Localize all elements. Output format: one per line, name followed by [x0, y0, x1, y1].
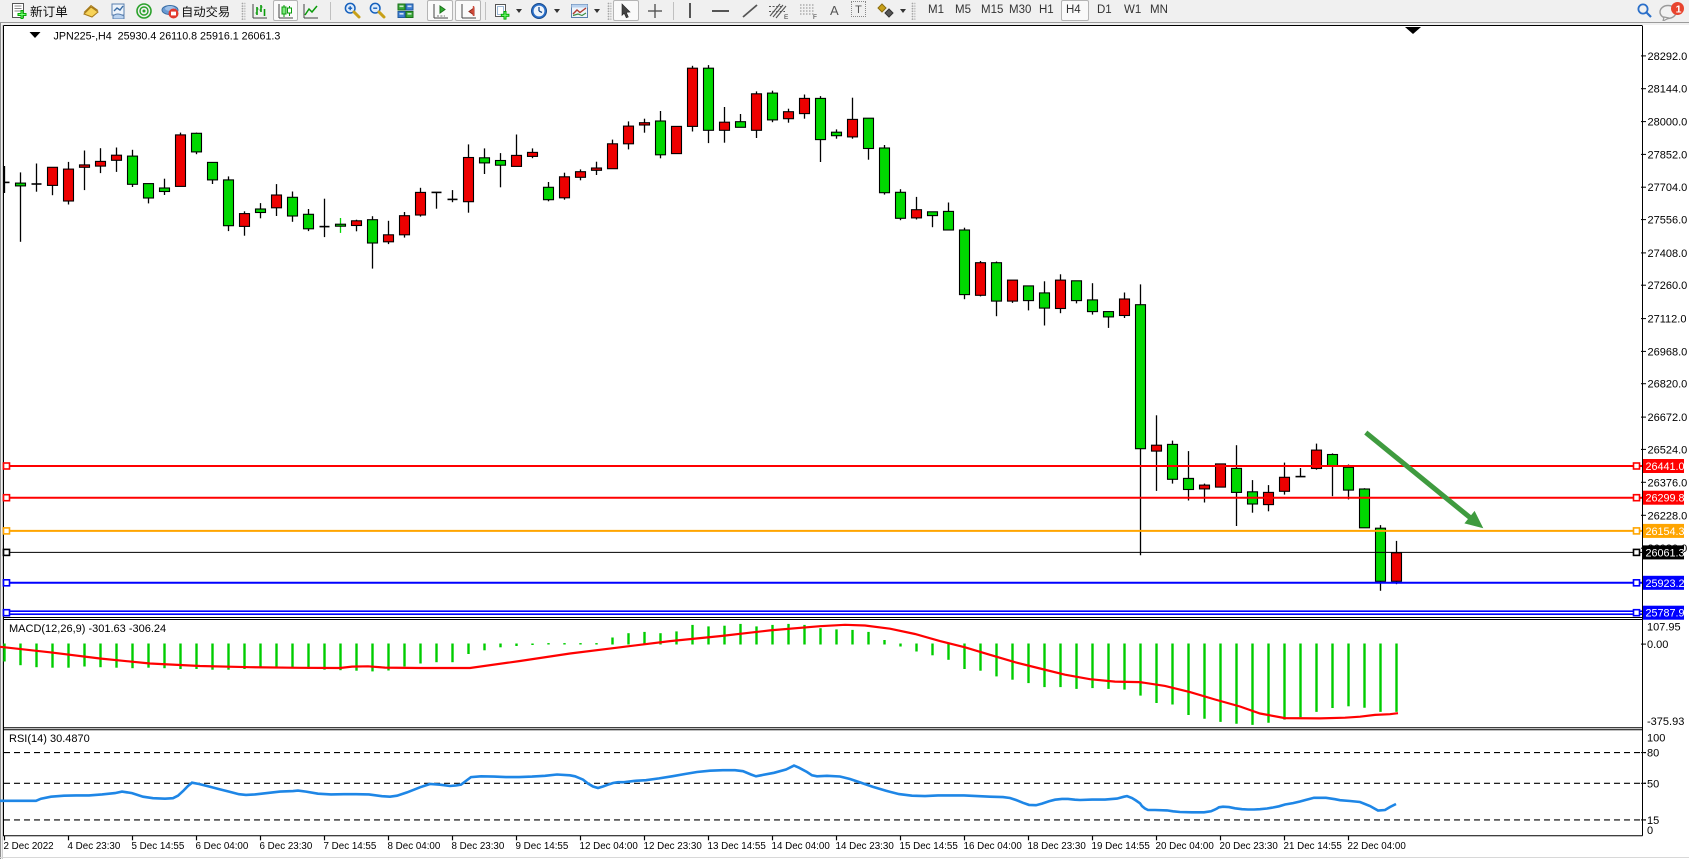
svg-text:19 Dec 14:55: 19 Dec 14:55 [1092, 841, 1151, 852]
svg-text:12 Dec 23:30: 12 Dec 23:30 [644, 841, 703, 852]
svg-text:RSI(14) 30.4870: RSI(14) 30.4870 [9, 733, 90, 745]
svg-text:2 Dec 2022: 2 Dec 2022 [4, 841, 54, 852]
svg-text:0: 0 [1647, 825, 1653, 837]
svg-text:8 Dec 04:00: 8 Dec 04:00 [388, 841, 441, 852]
svg-text:25787.9: 25787.9 [1646, 608, 1685, 620]
svg-text:50: 50 [1647, 778, 1659, 790]
svg-text:6 Dec 04:00: 6 Dec 04:00 [196, 841, 249, 852]
svg-text:26968.0: 26968.0 [1648, 346, 1688, 358]
svg-text:28144.0: 28144.0 [1648, 84, 1688, 96]
svg-text:F: F [813, 14, 817, 20]
svg-text:27852.0: 27852.0 [1648, 149, 1688, 161]
svg-text:80: 80 [1647, 748, 1659, 760]
svg-text:5 Dec 14:55: 5 Dec 14:55 [132, 841, 185, 852]
svg-text:21 Dec 14:55: 21 Dec 14:55 [1284, 841, 1343, 852]
svg-text:E: E [784, 14, 789, 20]
svg-text:-375.93: -375.93 [1647, 716, 1684, 728]
svg-text:15: 15 [1647, 815, 1659, 827]
svg-text:26820.0: 26820.0 [1648, 379, 1688, 391]
svg-text:6 Dec 23:30: 6 Dec 23:30 [260, 841, 313, 852]
svg-text:20 Dec 23:30: 20 Dec 23:30 [1220, 841, 1279, 852]
svg-text:26441.0: 26441.0 [1646, 461, 1685, 473]
svg-text:20 Dec 04:00: 20 Dec 04:00 [1156, 841, 1215, 852]
svg-text:1: 1 [1676, 4, 1682, 16]
svg-text:27556.0: 27556.0 [1648, 215, 1688, 227]
svg-text:26299.8: 26299.8 [1646, 493, 1685, 505]
svg-text:4 Dec 23:30: 4 Dec 23:30 [68, 841, 121, 852]
svg-text:26228.0: 26228.0 [1648, 510, 1688, 522]
svg-text:22 Dec 04:00: 22 Dec 04:00 [1348, 841, 1407, 852]
svg-text:26524.0: 26524.0 [1648, 444, 1688, 456]
svg-text:9 Dec 14:55: 9 Dec 14:55 [516, 841, 569, 852]
svg-text:27260.0: 27260.0 [1648, 280, 1688, 292]
svg-text:18 Dec 23:30: 18 Dec 23:30 [1028, 841, 1087, 852]
svg-text:13 Dec 14:55: 13 Dec 14:55 [708, 841, 767, 852]
svg-text:14 Dec 04:00: 14 Dec 04:00 [772, 841, 831, 852]
svg-text:107.95: 107.95 [1647, 622, 1681, 634]
svg-text:28000.0: 28000.0 [1648, 117, 1688, 129]
svg-text:12 Dec 04:00: 12 Dec 04:00 [580, 841, 639, 852]
svg-text:14 Dec 23:30: 14 Dec 23:30 [836, 841, 895, 852]
svg-text:26154.3: 26154.3 [1646, 526, 1685, 538]
svg-text:15 Dec 14:55: 15 Dec 14:55 [900, 841, 959, 852]
svg-text:27112.0: 27112.0 [1648, 314, 1687, 326]
svg-text:100: 100 [1647, 733, 1665, 745]
svg-text:0.00: 0.00 [1647, 639, 1668, 651]
svg-text:28292.0: 28292.0 [1648, 51, 1688, 63]
svg-text:8 Dec 23:30: 8 Dec 23:30 [452, 841, 505, 852]
svg-text:27704.0: 27704.0 [1648, 182, 1688, 194]
svg-text:JPN225-,H4 25930.4 26110.8 25: JPN225-,H4 25930.4 26110.8 25916.1 26061… [54, 31, 281, 43]
svg-text:MACD(12,26,9) -301.63 -306.24: MACD(12,26,9) -301.63 -306.24 [9, 623, 166, 635]
svg-text:7 Dec 14:55: 7 Dec 14:55 [324, 841, 377, 852]
svg-text:27408.0: 27408.0 [1648, 248, 1688, 260]
svg-text:26061.3: 26061.3 [1646, 547, 1685, 559]
svg-text:25923.2: 25923.2 [1646, 578, 1685, 590]
svg-text:16 Dec 04:00: 16 Dec 04:00 [964, 841, 1023, 852]
svg-text:26672.0: 26672.0 [1648, 412, 1688, 424]
svg-text:26376.0: 26376.0 [1648, 477, 1688, 489]
